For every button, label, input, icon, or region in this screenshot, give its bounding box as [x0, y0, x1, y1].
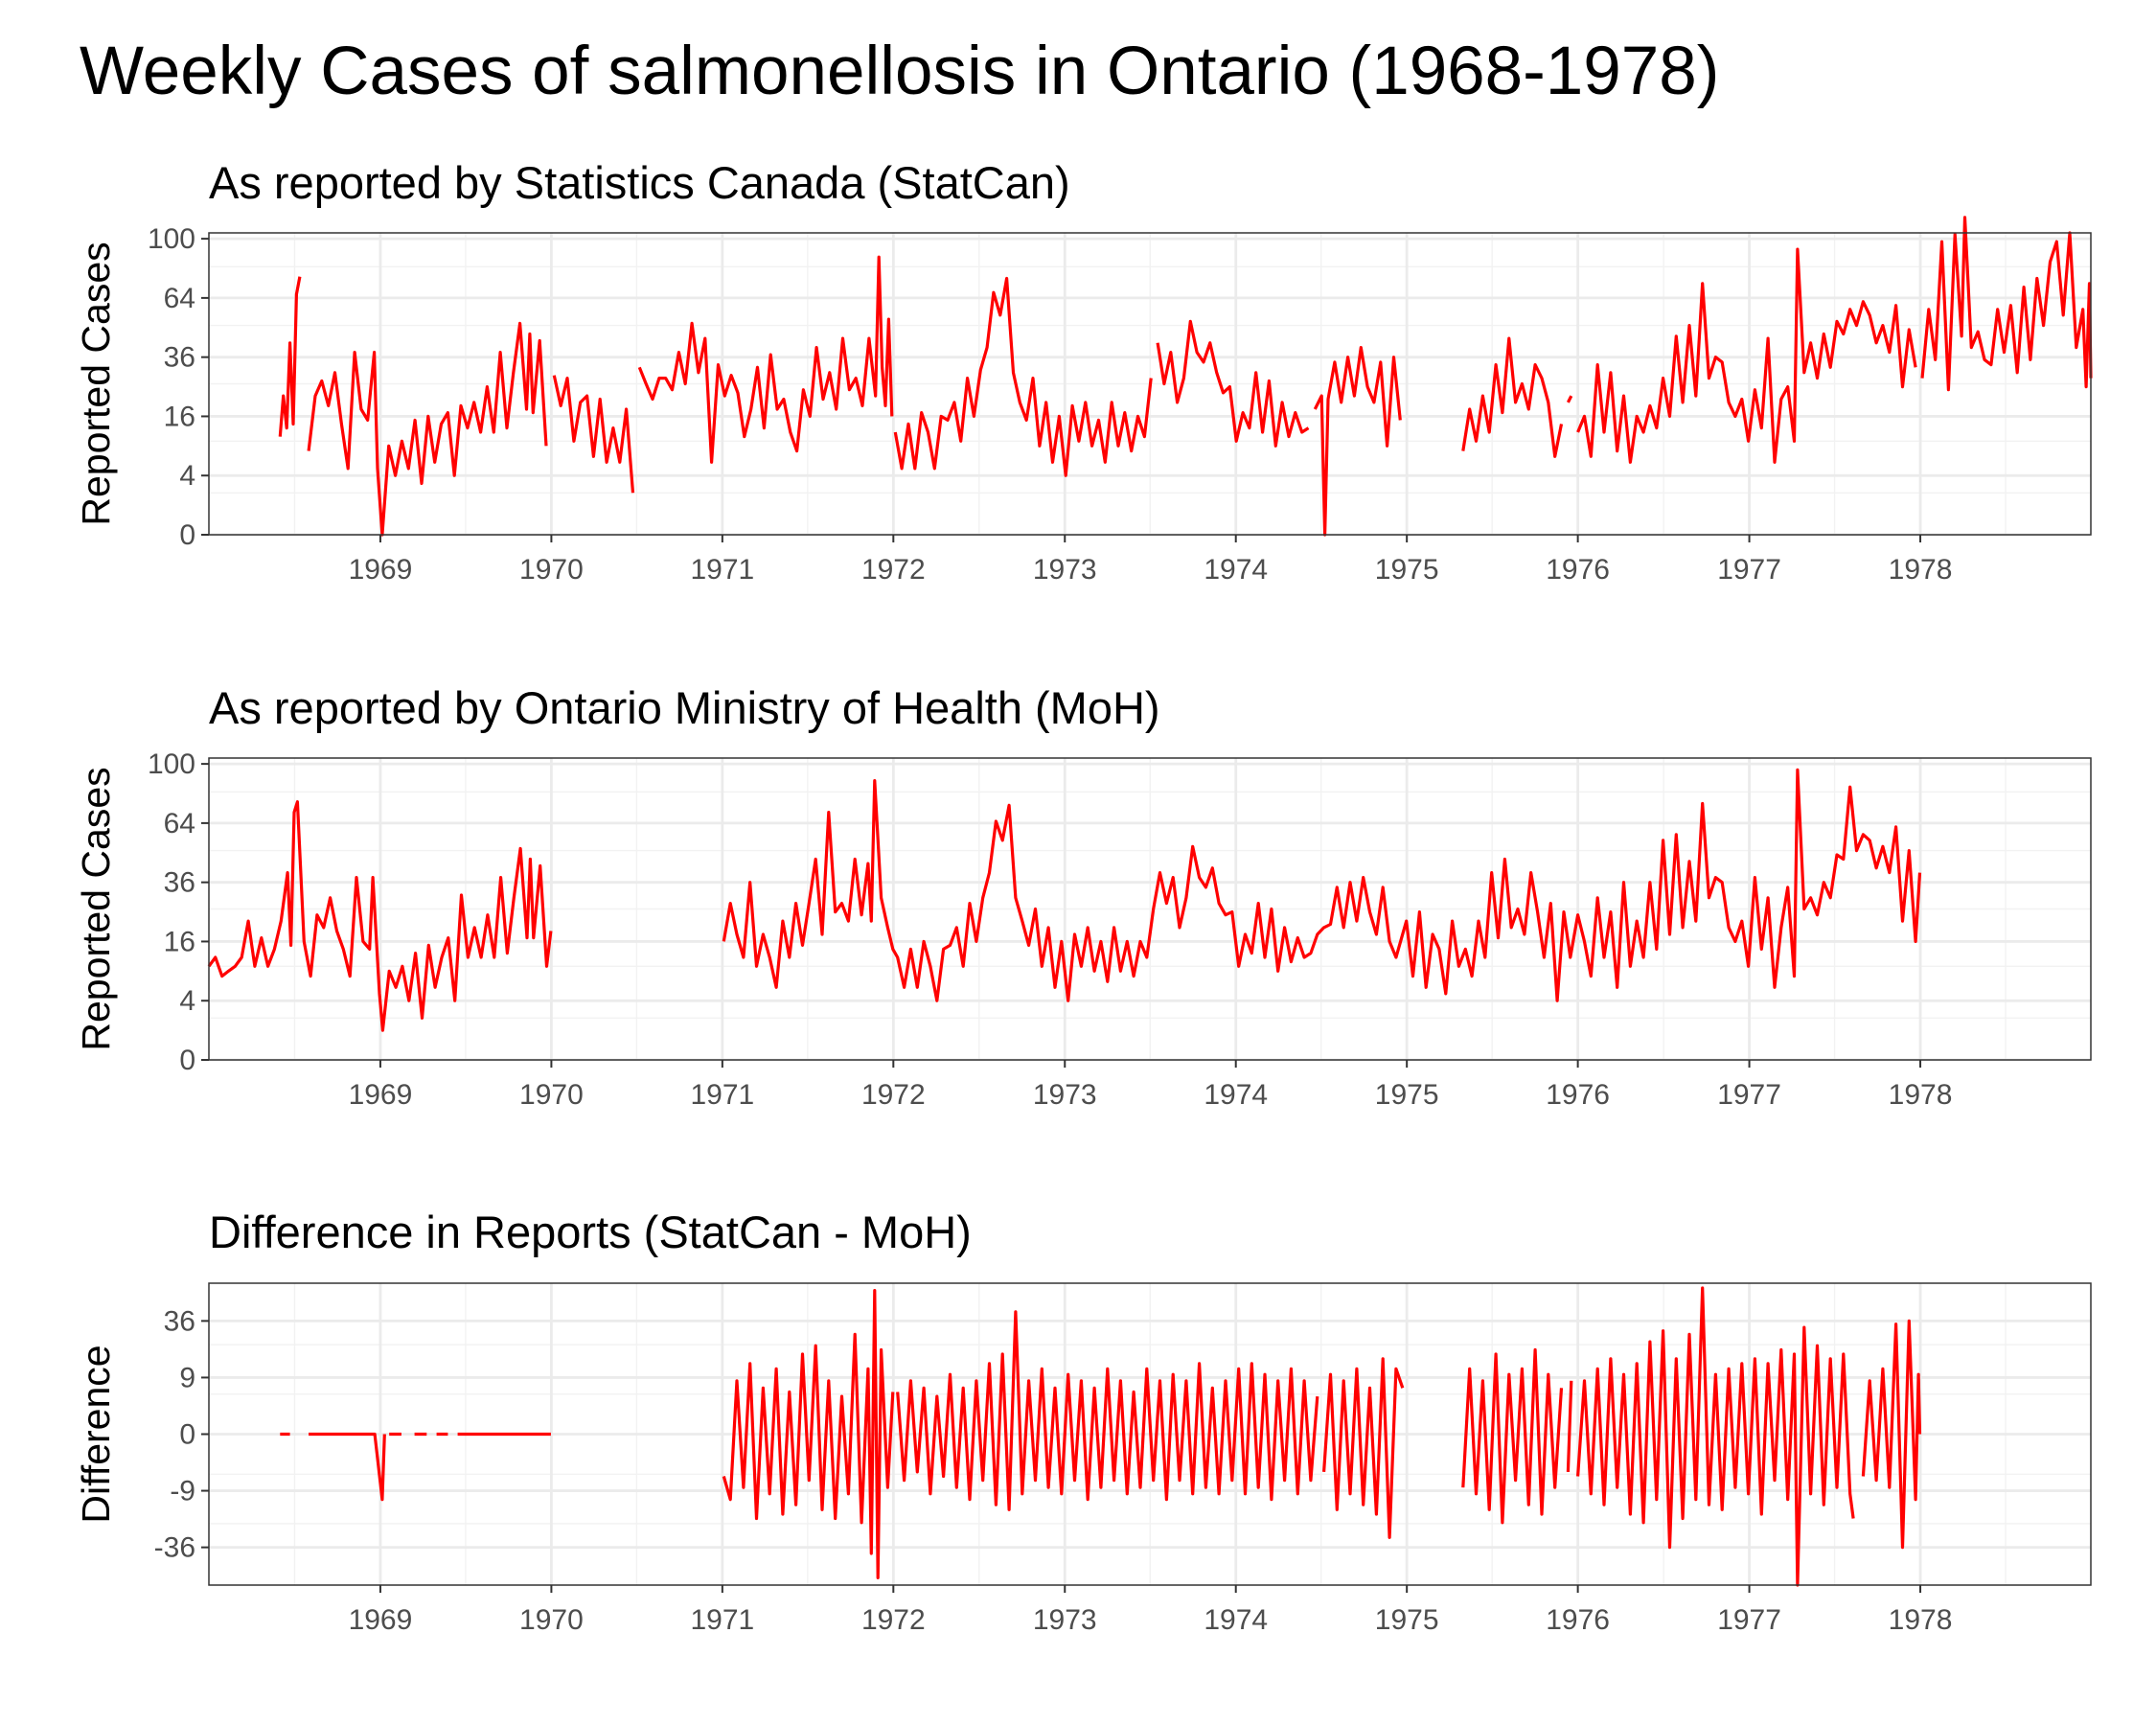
- y-axis-label: Reported Cases: [74, 767, 118, 1050]
- x-tick-label: 1975: [1375, 554, 1439, 586]
- panel-moh: As reported by Ontario Ministry of Healt…: [74, 682, 2092, 1111]
- x-tick-label: 1976: [1546, 1604, 1610, 1636]
- y-axis-label: Reported Cases: [74, 242, 118, 525]
- y-tick-label: 4: [179, 985, 195, 1017]
- x-tick-label: 1975: [1375, 1604, 1439, 1636]
- y-tick-label: 4: [179, 460, 195, 492]
- x-tick-label: 1976: [1546, 1079, 1610, 1111]
- x-tick-label: 1978: [1889, 554, 1953, 586]
- y-tick-label: 100: [148, 223, 195, 255]
- y-tick-label: 0: [179, 519, 195, 551]
- y-tick-label: 36: [164, 1305, 195, 1337]
- series-line-difference: [280, 1286, 1922, 1587]
- figure-title: Weekly Cases of salmonellosis in Ontario…: [80, 34, 1719, 109]
- plot-frame: [208, 232, 2092, 536]
- y-tick-label: 64: [164, 808, 195, 840]
- plot-frame: [208, 757, 2092, 1061]
- y-tick-label: 16: [164, 401, 195, 432]
- x-tick-label: 1971: [690, 1079, 754, 1111]
- x-tick-label: 1970: [519, 1604, 584, 1636]
- x-tick-label: 1974: [1204, 1079, 1268, 1111]
- x-tick-label: 1974: [1204, 554, 1268, 586]
- y-tick-label: 36: [164, 867, 195, 899]
- y-tick-label: 16: [164, 926, 195, 957]
- y-axis-label: Difference: [74, 1345, 118, 1523]
- panels: As reported by Statistics Canada (StatCa…: [74, 157, 2093, 1636]
- x-tick-label: 1969: [349, 554, 413, 586]
- panel-difference: Difference in Reports (StatCan - MoH) Dif…: [74, 1207, 2092, 1636]
- panel-title: Difference in Reports (StatCan - MoH): [209, 1207, 972, 1257]
- x-tick-label: 1975: [1375, 1079, 1439, 1111]
- series-line-moh: [207, 768, 1922, 1032]
- x-tick-label: 1971: [690, 554, 754, 586]
- x-tick-label: 1969: [349, 1079, 413, 1111]
- series-line-statcan: [278, 216, 2093, 537]
- panel-title: As reported by Ontario Ministry of Healt…: [209, 682, 1160, 733]
- x-tick-label: 1978: [1889, 1604, 1953, 1636]
- y-tick-label: -9: [170, 1476, 195, 1507]
- x-tick-label: 1972: [861, 1079, 926, 1111]
- x-tick-label: 1972: [861, 1604, 926, 1636]
- x-tick-label: 1972: [861, 554, 926, 586]
- x-tick-label: 1969: [349, 1604, 413, 1636]
- x-tick-label: 1977: [1717, 1079, 1781, 1111]
- x-tick-label: 1970: [519, 554, 584, 586]
- x-tick-label: 1970: [519, 1079, 584, 1111]
- x-tick-label: 1974: [1204, 1604, 1268, 1636]
- y-tick-label: 9: [179, 1362, 195, 1393]
- x-tick-label: 1973: [1033, 1079, 1097, 1111]
- y-tick-label: 100: [148, 748, 195, 780]
- y-tick-label: 0: [179, 1045, 195, 1076]
- y-tick-label: 36: [164, 342, 195, 374]
- x-tick-label: 1973: [1033, 554, 1097, 586]
- x-tick-label: 1973: [1033, 1604, 1097, 1636]
- x-tick-label: 1971: [690, 1604, 754, 1636]
- x-tick-label: 1976: [1546, 554, 1610, 586]
- y-tick-label: 0: [179, 1419, 195, 1451]
- panel-statcan: As reported by Statistics Canada (StatCa…: [74, 157, 2093, 586]
- y-tick-label: 64: [164, 283, 195, 314]
- x-tick-label: 1977: [1717, 1604, 1781, 1636]
- panel-title: As reported by Statistics Canada (StatCa…: [209, 157, 1070, 208]
- y-tick-label: -36: [154, 1532, 195, 1564]
- x-tick-label: 1977: [1717, 554, 1781, 586]
- x-tick-label: 1978: [1889, 1079, 1953, 1111]
